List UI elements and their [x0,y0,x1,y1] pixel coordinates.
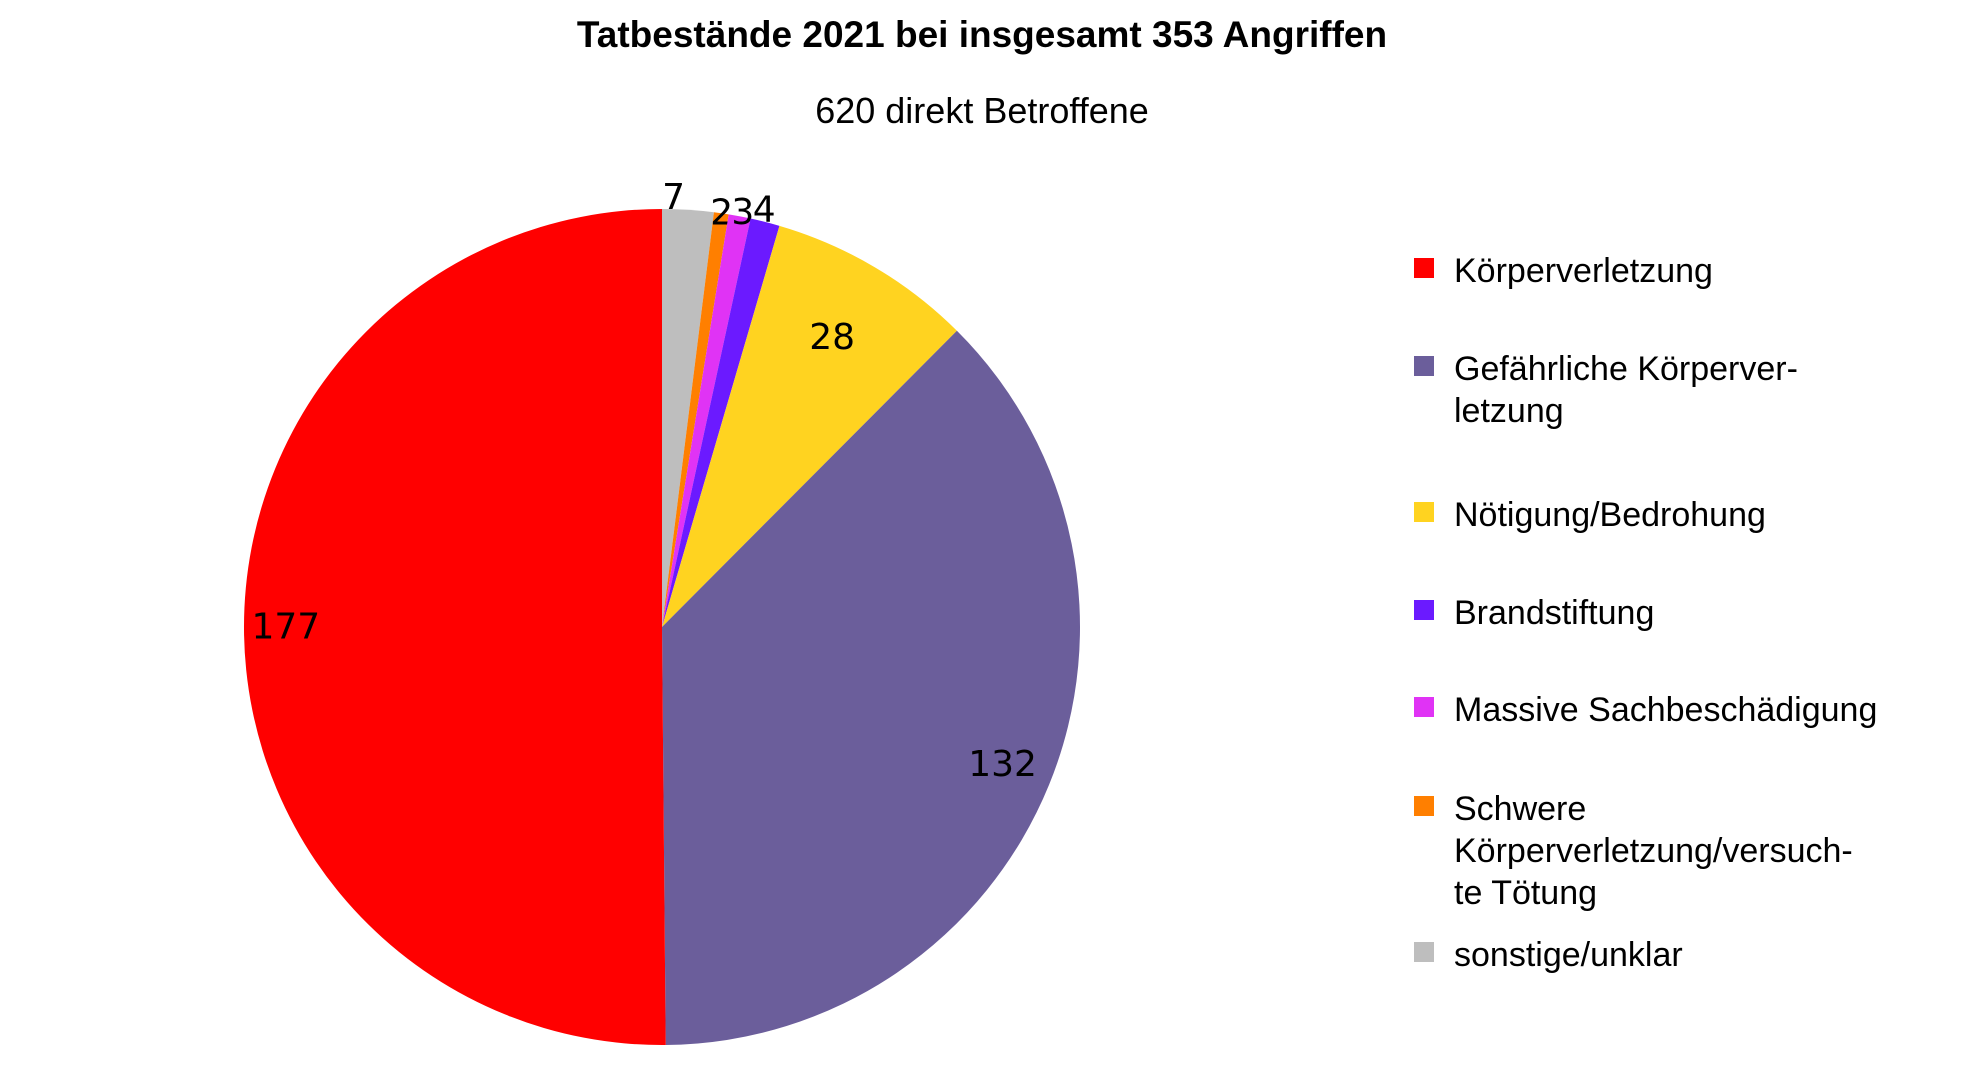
pie-slice-label-5: 28 [809,317,855,358]
pie-slice-label-4: 4 [753,190,776,231]
legend-label: sonstige/unklar [1454,936,1683,974]
pie-slice-6 [662,330,1080,1045]
pie-slice-7 [243,209,666,1046]
legend-label: Nötigung/Bedrohung [1454,496,1766,534]
pie-slice-5 [662,225,957,627]
legend-label: Körperverletzung [1454,252,1713,290]
legend-swatch [1414,796,1434,816]
legend-swatch [1414,258,1434,278]
legend-swatch [1414,502,1434,522]
pie-slice-label-1: 7 [662,177,685,218]
pie-slice-label-6: 132 [968,744,1037,785]
legend-label: Brandstiftung [1454,594,1655,632]
chart-title: Tatbestände 2021 bei insgesamt 353 Angri… [576,14,1388,55]
pie-slice-3 [662,214,751,627]
legend-swatch [1414,942,1434,962]
legend-swatch [1414,600,1434,620]
legend-swatch [1414,697,1434,717]
pie-slice-2 [662,212,729,627]
pie-slice-1 [662,209,714,627]
pie-slice-4 [662,218,780,627]
legend-label: Massive Sachbeschädigung [1454,691,1878,729]
chart-subtitle: 620 direkt Betroffene [815,90,1149,131]
legend-label: Schwere Körperverletzung/versuch- te Töt… [1454,790,1853,912]
legend-label: Gefährliche Körperver- letzung [1454,350,1798,430]
pie-slice-label-7: 177 [251,607,320,648]
pie-slice-label-3: 3 [731,192,754,233]
legend-swatch [1414,356,1434,376]
